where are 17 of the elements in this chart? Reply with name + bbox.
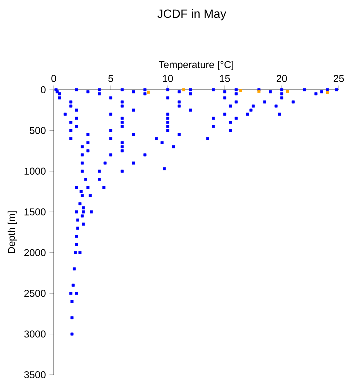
x-tick-label: 10 bbox=[163, 75, 174, 82]
y-axis-title: Depth [m] bbox=[8, 212, 18, 254]
y-tick-label: 3500 bbox=[24, 371, 46, 379]
y-tick-label: 3000 bbox=[24, 330, 46, 338]
y-tick-label: 1000 bbox=[24, 168, 46, 175]
x-tick-label: 15 bbox=[220, 75, 230, 82]
x-tick-label: 25 bbox=[334, 75, 344, 82]
y-tick-label: 1500 bbox=[24, 208, 46, 216]
x-tick-label: 5 bbox=[108, 75, 114, 82]
x-axis-title: Temperature [°C] bbox=[159, 61, 234, 70]
y-tick-label: 500 bbox=[30, 127, 46, 134]
chart-title: JCDF in May bbox=[158, 9, 227, 21]
x-tick-label: 0 bbox=[52, 75, 56, 82]
y-tick-label: 2500 bbox=[24, 290, 46, 298]
x-tick-label: 20 bbox=[276, 75, 288, 82]
y-tick-label: 0 bbox=[41, 86, 46, 94]
y-tick-label: 2000 bbox=[24, 249, 46, 256]
